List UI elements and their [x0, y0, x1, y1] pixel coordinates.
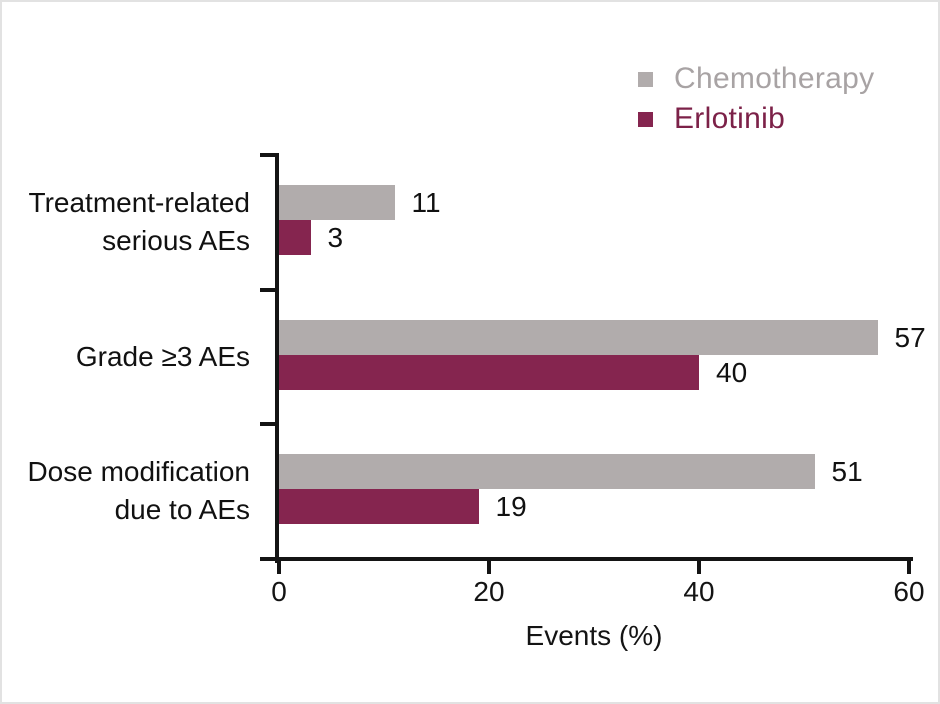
bar-group-grade-3-aes: 57 40	[279, 290, 938, 425]
category-label-line: Treatment-related	[28, 187, 251, 218]
y-axis-tick	[260, 422, 276, 427]
x-axis-tick	[697, 561, 701, 574]
bar-value-label: 19	[495, 491, 527, 523]
y-axis-line	[275, 153, 279, 563]
bar-value-label: 3	[327, 222, 344, 253]
category-label-grade-3-aes: Grade ≥3 AEs	[2, 338, 250, 376]
bar-value-label: 57	[894, 321, 926, 353]
category-label-dose-modification: Dose modification due to AEs	[2, 453, 250, 529]
bar-chemotherapy	[279, 454, 815, 490]
legend-label-chemotherapy: Chemotherapy	[674, 62, 875, 95]
chemotherapy-swatch-icon	[638, 71, 653, 87]
bar-value-label: 40	[716, 356, 748, 388]
y-axis-tick	[260, 287, 276, 292]
x-axis-tick	[277, 561, 281, 574]
x-tick-label: 40	[683, 576, 715, 607]
bar-value-label: 51	[831, 456, 863, 488]
y-axis-tick	[260, 557, 276, 561]
y-axis-tick	[260, 153, 276, 157]
legend-item-erlotinib: Erlotinib	[638, 102, 874, 136]
bar-group-dose-modification: 51 19	[279, 424, 938, 559]
category-label-line: due to AEs	[114, 494, 250, 526]
x-axis-tick	[907, 561, 911, 574]
bar-chemotherapy	[279, 185, 395, 220]
legend-label-erlotinib: Erlotinib	[674, 102, 786, 135]
bar-group-treatment-related-serious-aes: 11 3	[279, 155, 938, 290]
legend-item-chemotherapy: Chemotherapy	[638, 62, 874, 96]
category-label-line: Grade ≥3 AEs	[75, 340, 250, 372]
category-label-line: serious AEs	[102, 225, 250, 256]
category-label-line: Dose modification	[27, 456, 250, 488]
x-tick-label: 20	[473, 576, 505, 607]
legend: Chemotherapy Erlotinib	[638, 62, 874, 142]
category-label-treatment-related-serious-aes: Treatment-related serious AEs	[2, 184, 251, 260]
x-tick-label: 60	[893, 576, 925, 607]
bar-erlotinib	[279, 489, 479, 525]
bar-erlotinib	[279, 220, 311, 255]
x-tick-label: 0	[271, 576, 287, 607]
x-axis-title: Events (%)	[525, 620, 663, 651]
bar-value-label: 11	[411, 187, 441, 218]
bar-erlotinib	[279, 354, 699, 390]
bar-chemotherapy	[279, 319, 878, 355]
x-axis-line	[275, 557, 913, 561]
erlotinib-swatch-icon	[638, 111, 653, 127]
x-axis-tick	[487, 561, 491, 574]
